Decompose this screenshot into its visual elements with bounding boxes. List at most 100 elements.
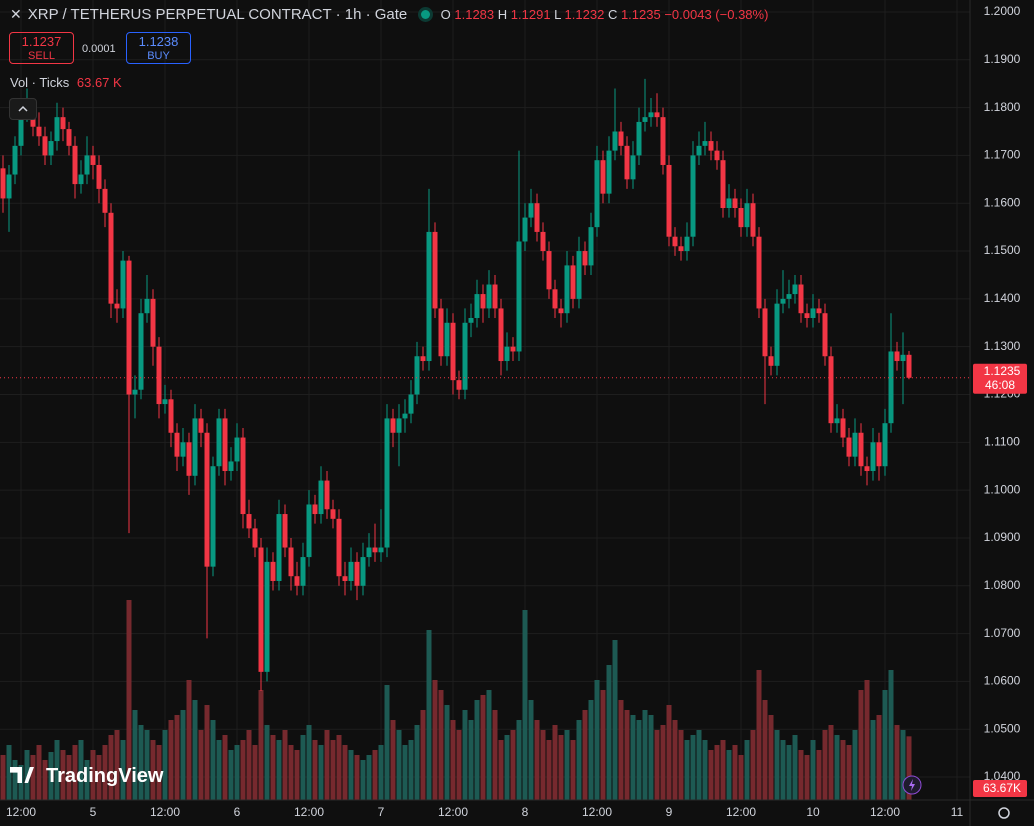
candle-body xyxy=(558,308,564,314)
candle-body xyxy=(198,418,204,433)
buy-label: BUY xyxy=(147,50,170,62)
candle-body xyxy=(672,236,678,247)
candle-body xyxy=(258,547,264,672)
candle-body xyxy=(72,145,78,185)
candle-body xyxy=(138,313,144,390)
collapse-button[interactable] xyxy=(9,98,37,120)
candle-body xyxy=(630,155,636,180)
volume-bar xyxy=(894,725,900,800)
volume-bar xyxy=(822,730,828,800)
volume-bar xyxy=(276,740,282,800)
volume-bar xyxy=(648,715,654,800)
volume-bar xyxy=(204,705,210,800)
volume-bar xyxy=(810,740,816,800)
candle-body xyxy=(564,265,570,314)
spread: 0.0001 xyxy=(82,43,116,55)
candle-body xyxy=(774,303,780,366)
volume-bar xyxy=(48,752,54,800)
volume-bar xyxy=(486,690,492,800)
change: −0.0043 (−0.38%) xyxy=(664,7,769,22)
candle-body xyxy=(720,160,726,209)
buy-button[interactable]: 1.1238 BUY xyxy=(126,32,191,64)
ohlc-label: L xyxy=(554,7,561,22)
volume-bar xyxy=(264,725,270,800)
volume-bar xyxy=(114,730,120,800)
candle-body xyxy=(858,432,864,467)
volume-bar xyxy=(60,750,66,800)
candle-body xyxy=(396,418,402,433)
volume-bar xyxy=(828,725,834,800)
volume-bar xyxy=(378,745,384,800)
volume-bar xyxy=(474,700,480,800)
volume-bar xyxy=(888,670,894,800)
volume-bar xyxy=(348,750,354,800)
volume-bar xyxy=(516,720,522,800)
candle-body xyxy=(114,303,120,309)
candle-body xyxy=(444,322,450,357)
candle-body xyxy=(588,227,594,266)
volume-bar xyxy=(288,745,294,800)
candle-body xyxy=(414,356,420,395)
volume-bar xyxy=(684,740,690,800)
candle-body xyxy=(540,231,546,252)
volume-bar xyxy=(342,745,348,800)
candle-body xyxy=(726,198,732,209)
candle-body xyxy=(474,294,480,318)
volume-bar xyxy=(666,705,672,800)
volume-bar xyxy=(90,750,96,800)
candle-body xyxy=(90,155,96,165)
time-axis-bg xyxy=(0,800,1034,826)
candle-body xyxy=(786,294,792,299)
candle-body xyxy=(456,380,462,390)
volume-bar xyxy=(300,735,306,800)
volume-bar xyxy=(504,735,510,800)
volume-bar xyxy=(780,740,786,800)
volume-bar xyxy=(384,685,390,800)
y-tick-label: 1.1900 xyxy=(984,52,1021,66)
sell-button[interactable]: 1.1237 SELL xyxy=(9,32,74,64)
candle-body xyxy=(762,308,768,357)
volume-bar xyxy=(168,720,174,800)
volume-header: Vol · Ticks 63.67 K xyxy=(10,75,122,90)
volume-bar xyxy=(270,735,276,800)
volume-bar xyxy=(528,700,534,800)
volume-bar xyxy=(588,700,594,800)
volume-bar xyxy=(702,740,708,800)
candle-body xyxy=(48,141,54,156)
volume-bar xyxy=(222,735,228,800)
volume-bar xyxy=(540,730,546,800)
volume-bar xyxy=(432,680,438,800)
candle-body xyxy=(696,145,702,156)
watermark: TradingView xyxy=(10,765,163,788)
volume-bar xyxy=(96,755,102,800)
candle-body xyxy=(192,418,198,476)
x-tick-label: 12:00 xyxy=(150,805,180,819)
candle-body xyxy=(270,561,276,581)
candle-body xyxy=(426,231,432,362)
volume-bar xyxy=(324,730,330,800)
candle-body xyxy=(690,155,696,237)
candle-body xyxy=(510,346,516,352)
candle-body xyxy=(504,346,510,362)
candle-body xyxy=(180,442,186,457)
candle-body xyxy=(210,466,216,567)
ohlc-value: 1.1291 xyxy=(510,7,551,22)
candle-body xyxy=(390,418,396,433)
candle-body xyxy=(708,141,714,151)
volume-bar xyxy=(36,745,42,800)
ohlc-value: 1.1235 xyxy=(620,7,661,22)
candle-body xyxy=(522,217,528,242)
candle-body xyxy=(228,461,234,472)
candle-body xyxy=(54,117,60,142)
candle-body xyxy=(156,346,162,405)
volume-bar xyxy=(762,700,768,800)
candle-body xyxy=(6,174,12,199)
volume-bar xyxy=(138,725,144,800)
candle-body xyxy=(810,308,816,318)
volume-bar xyxy=(198,730,204,800)
candle-body xyxy=(792,284,798,295)
candle-body xyxy=(660,117,666,165)
ohlc-value: 1.1283 xyxy=(454,7,495,22)
